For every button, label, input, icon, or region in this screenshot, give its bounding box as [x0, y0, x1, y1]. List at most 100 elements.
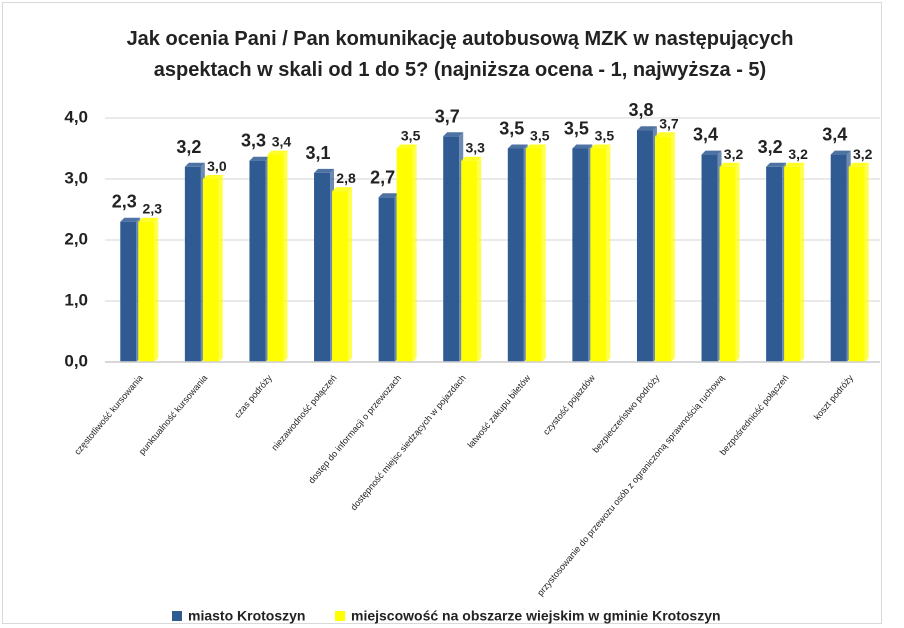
bar — [784, 166, 801, 362]
value-label: 3,3 — [241, 131, 266, 151]
bar — [701, 154, 718, 362]
y-tick-label: 1,0 — [64, 290, 88, 309]
bar-group — [784, 162, 805, 362]
bar — [120, 221, 137, 362]
value-label: 2,8 — [336, 170, 356, 186]
bar-side — [348, 187, 353, 362]
bar-group — [719, 162, 740, 362]
bar-side — [670, 132, 675, 362]
value-label: 3,4 — [693, 125, 718, 145]
bar-group — [138, 217, 159, 362]
bar — [138, 221, 155, 362]
bar-top — [184, 162, 205, 167]
x-tick-label: bezpieczeństwo podróży — [590, 372, 661, 454]
bar-top — [120, 217, 141, 222]
bar-top — [443, 132, 464, 137]
bar-group — [507, 144, 528, 362]
bar — [332, 191, 349, 362]
bar-group — [378, 193, 399, 362]
value-label: 3,4 — [272, 134, 292, 150]
bar — [830, 154, 847, 362]
bar — [461, 160, 478, 362]
value-label: 3,2 — [788, 146, 808, 162]
x-tick-label: łatwość zakupu biletów — [465, 372, 532, 449]
bar-top — [267, 150, 288, 155]
bar — [378, 197, 395, 362]
value-label: 3,1 — [306, 143, 331, 163]
x-tick-label: koszt podróży — [812, 372, 856, 421]
bar-top — [766, 162, 787, 167]
bar-top — [314, 168, 335, 173]
bar-group — [443, 132, 464, 362]
legend-label: miasto Krotoszyn — [188, 608, 305, 624]
bar-group — [461, 156, 482, 362]
value-label: 3,8 — [628, 100, 653, 120]
legend-label: miejscowość na obszarze wiejskim w gmini… — [351, 608, 721, 624]
bar-group — [396, 144, 417, 362]
bar-group — [314, 168, 335, 362]
value-label: 3,4 — [822, 125, 847, 145]
bar-side — [412, 144, 417, 362]
bar-group — [332, 187, 353, 362]
bar-side — [154, 217, 159, 362]
legend-swatch — [335, 611, 345, 621]
x-tick-label: czystość pojazdów — [541, 372, 597, 436]
bar — [507, 148, 524, 362]
value-label: 2,3 — [143, 201, 163, 217]
bar-side — [218, 175, 223, 362]
bar-side — [541, 144, 546, 362]
bar — [249, 160, 266, 362]
bar-group — [572, 144, 593, 362]
y-tick-label: 3,0 — [64, 168, 88, 187]
bar-top — [830, 150, 851, 155]
bar-top — [249, 156, 270, 161]
bar — [572, 148, 589, 362]
bar-group — [701, 150, 722, 362]
chart-frame — [2, 2, 882, 624]
bar — [314, 172, 331, 362]
bar-group — [249, 156, 270, 362]
bar-group — [590, 144, 611, 362]
value-label: 3,5 — [595, 128, 615, 144]
bar-side — [477, 156, 482, 362]
bar-group — [636, 126, 657, 362]
value-label: 3,2 — [758, 137, 783, 157]
bar-group — [184, 162, 205, 362]
bar-top — [202, 175, 223, 179]
bar-side — [283, 150, 288, 362]
x-tick-label: niezawodność połączeń — [269, 373, 338, 453]
value-label: 3,0 — [207, 158, 227, 174]
bar-side — [606, 144, 611, 362]
bar-top — [507, 144, 528, 149]
bar-group — [766, 162, 787, 362]
bar-group — [202, 175, 223, 362]
bar-top — [654, 132, 675, 137]
value-label: 3,2 — [853, 146, 873, 162]
value-label: 2,7 — [370, 167, 395, 187]
bar — [590, 148, 607, 362]
value-label: 3,5 — [530, 128, 550, 144]
value-label: 3,2 — [724, 146, 744, 162]
value-label: 3,5 — [499, 119, 524, 139]
bar — [525, 148, 542, 362]
legend-swatch — [172, 611, 182, 621]
y-tick-label: 0,0 — [64, 351, 88, 370]
bar — [202, 179, 219, 362]
bar-top — [636, 126, 657, 131]
bar — [719, 166, 736, 362]
bar-group — [848, 162, 869, 362]
x-tick-label: dostępność miejsc siedzących w pojazdach — [348, 373, 467, 512]
value-label: 2,3 — [112, 192, 137, 212]
bar-side — [800, 162, 805, 362]
bar — [766, 166, 783, 362]
bar-group — [525, 144, 546, 362]
bar-top — [525, 144, 546, 149]
bar-group — [267, 150, 288, 362]
bar — [184, 166, 201, 362]
bar-group — [120, 217, 141, 362]
bar — [267, 154, 284, 362]
value-label: 3,7 — [659, 115, 679, 131]
bar-top — [378, 193, 399, 198]
x-tick-label: punktualność kursowania — [137, 373, 210, 457]
